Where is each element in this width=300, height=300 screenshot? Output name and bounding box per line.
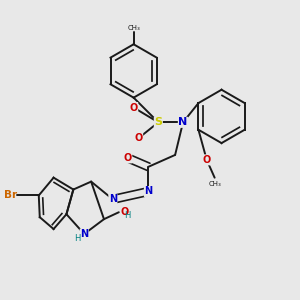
Text: N: N: [109, 194, 117, 204]
Text: CH₃: CH₃: [127, 25, 140, 31]
Text: O: O: [130, 103, 138, 112]
Text: O: O: [134, 133, 143, 143]
Text: Br: Br: [4, 190, 17, 200]
Text: N: N: [178, 117, 188, 127]
Text: N: N: [144, 187, 152, 196]
Text: O: O: [124, 153, 132, 163]
Text: S: S: [154, 117, 162, 127]
Text: N: N: [80, 229, 88, 239]
Text: O: O: [120, 207, 128, 217]
Text: O: O: [202, 155, 211, 165]
Text: H: H: [124, 211, 131, 220]
Text: CH₃: CH₃: [208, 181, 221, 187]
Text: H: H: [74, 234, 81, 243]
